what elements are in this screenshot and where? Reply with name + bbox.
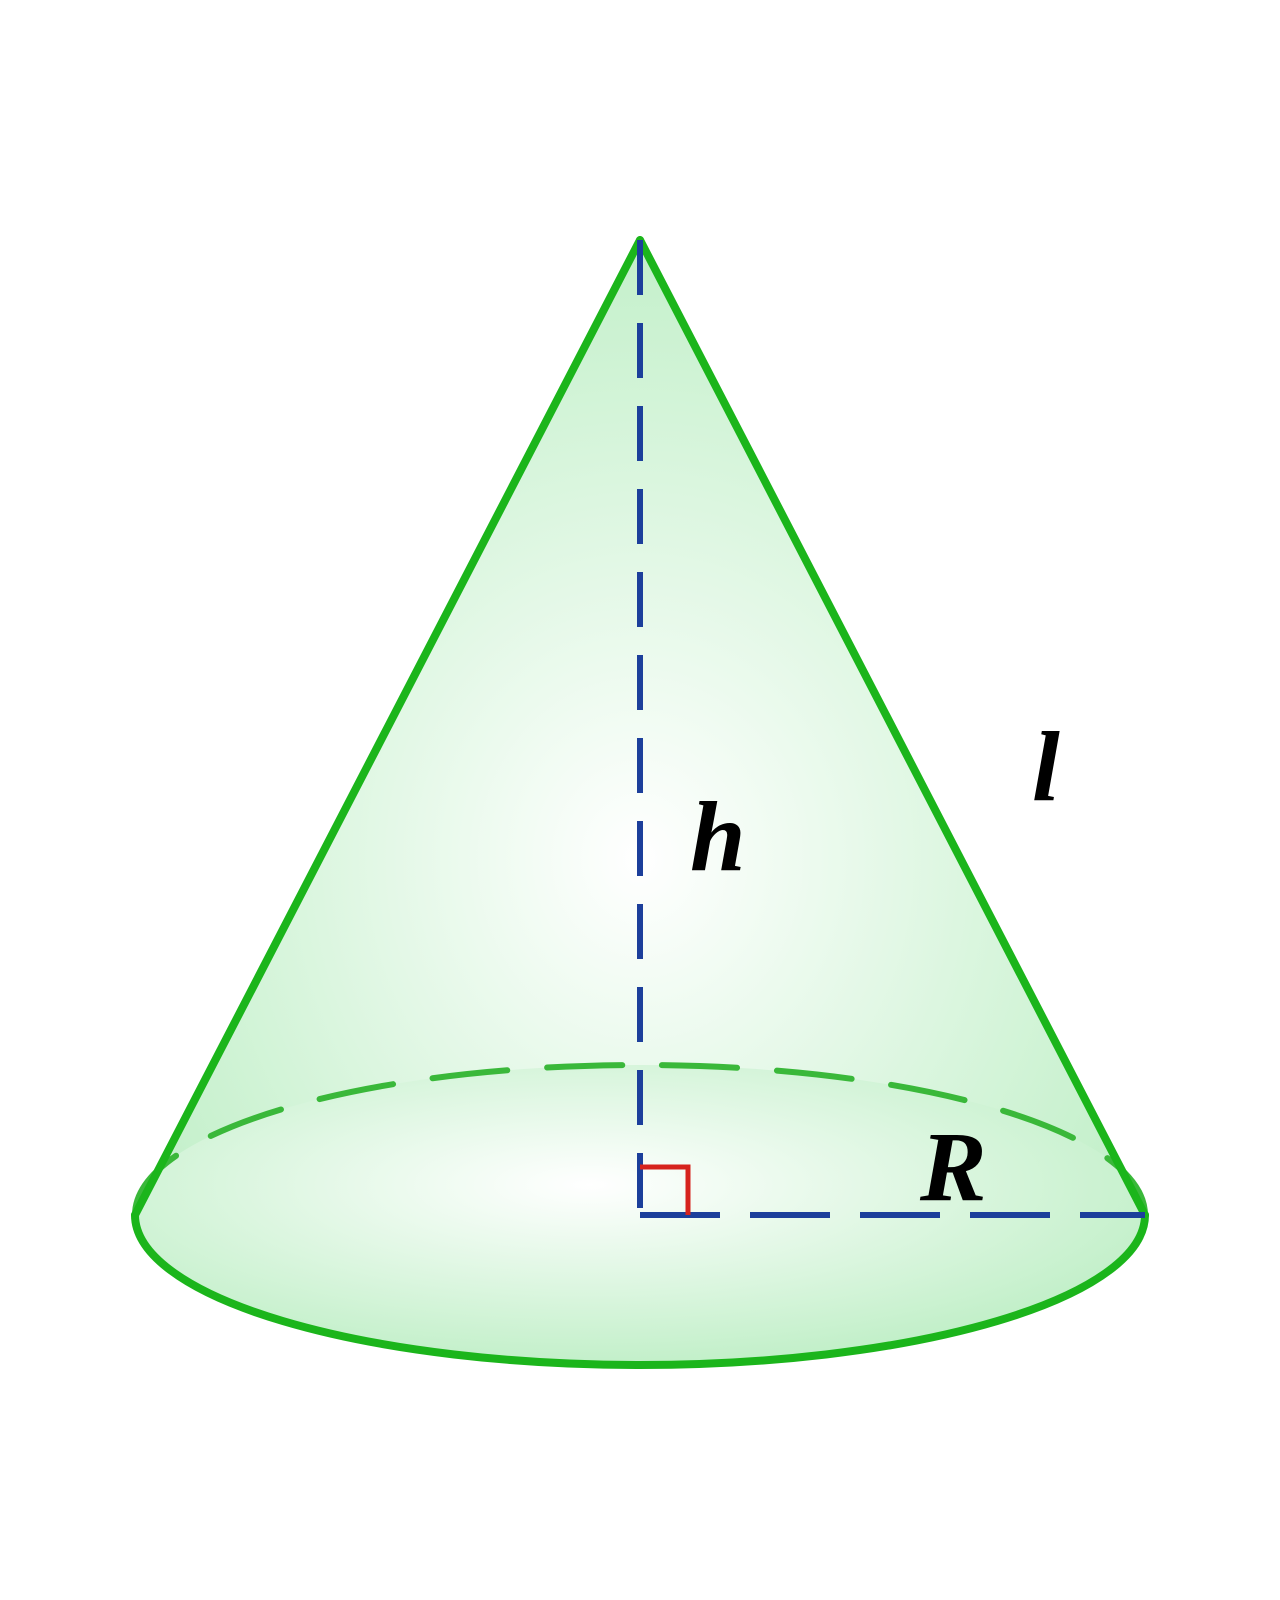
slant-label: l: [1032, 711, 1060, 822]
cone-diagram: h l R: [0, 0, 1280, 1600]
radius-label: R: [919, 1111, 987, 1222]
height-label: h: [690, 781, 746, 892]
